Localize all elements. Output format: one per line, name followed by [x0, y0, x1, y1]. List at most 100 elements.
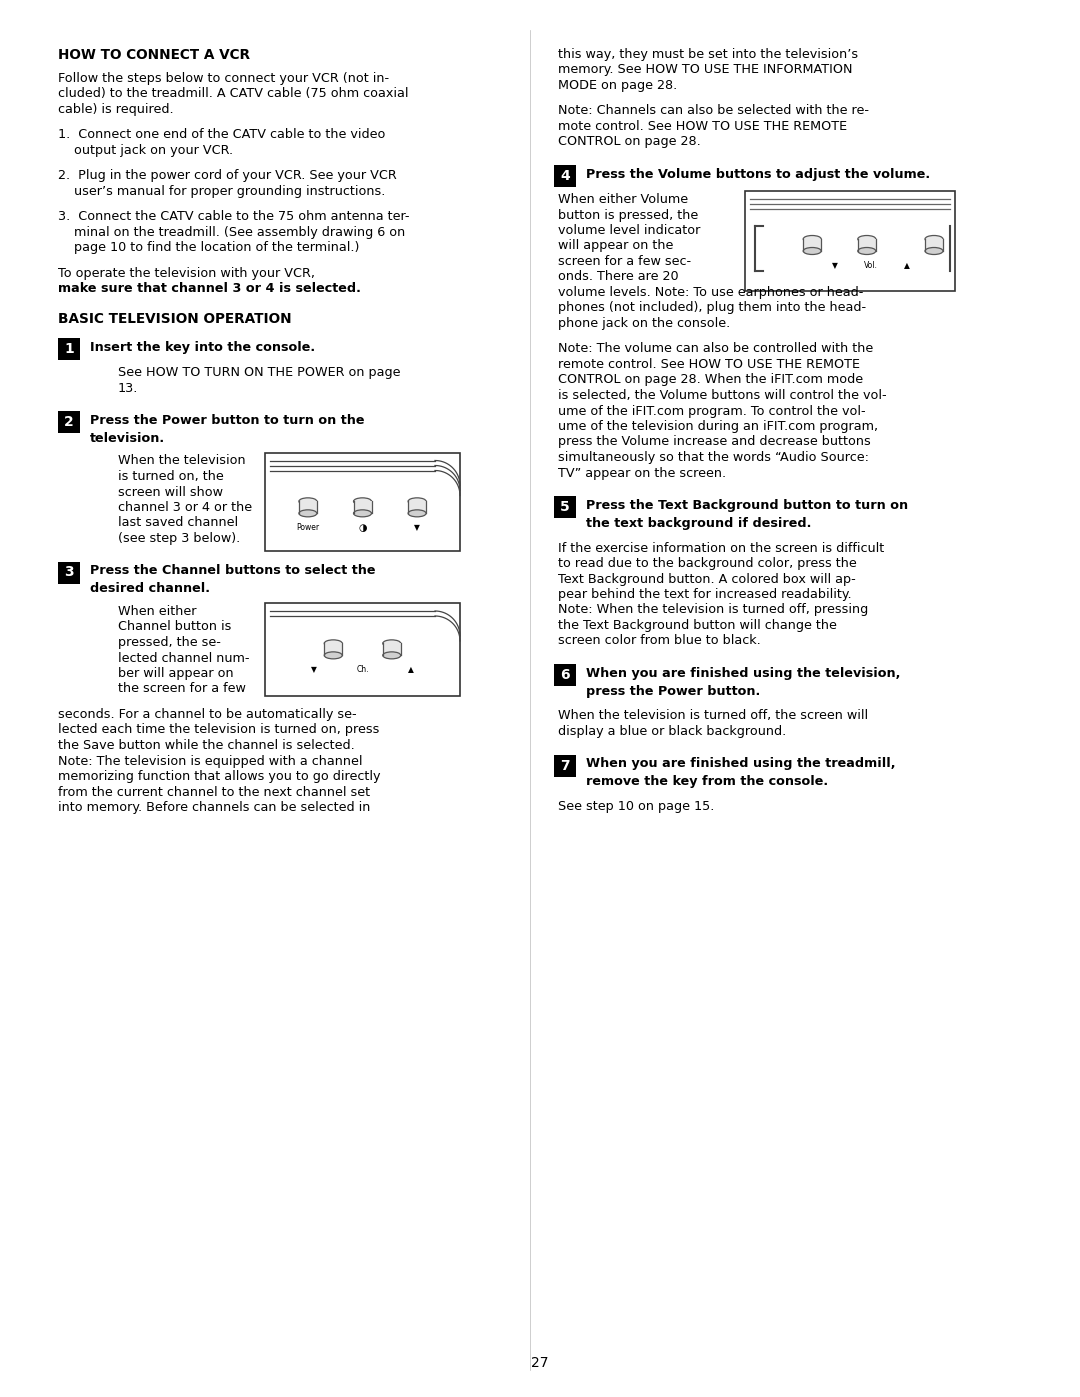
Ellipse shape — [408, 510, 427, 517]
Text: cable) is required.: cable) is required. — [58, 103, 174, 116]
Text: Press the Text Background button to turn on: Press the Text Background button to turn… — [586, 499, 908, 511]
Ellipse shape — [804, 236, 821, 243]
Ellipse shape — [324, 652, 342, 659]
Text: Vol.: Vol. — [864, 261, 878, 270]
Text: 3: 3 — [64, 566, 73, 580]
Text: pressed, the se-: pressed, the se- — [118, 636, 221, 650]
Ellipse shape — [353, 497, 372, 504]
Ellipse shape — [299, 497, 316, 504]
Text: HOW TO CONNECT A VCR: HOW TO CONNECT A VCR — [58, 47, 249, 61]
Text: button is pressed, the: button is pressed, the — [558, 208, 699, 222]
Text: desired channel.: desired channel. — [90, 583, 210, 595]
Bar — [58, 411, 80, 433]
Text: seconds. For a channel to be automatically se-: seconds. For a channel to be automatical… — [58, 708, 356, 721]
Text: ume of the iFIT.com program. To control the vol-: ume of the iFIT.com program. To control … — [558, 405, 866, 418]
Text: will appear on the: will appear on the — [558, 239, 673, 253]
Text: 2: 2 — [64, 415, 73, 429]
Text: screen will show: screen will show — [118, 486, 222, 499]
Text: ▼: ▼ — [414, 524, 420, 532]
Bar — [554, 496, 576, 518]
Text: ume of the television during an iFIT.com program,: ume of the television during an iFIT.com… — [558, 420, 878, 433]
Bar — [265, 604, 460, 696]
Text: memorizing function that allows you to go directly: memorizing function that allows you to g… — [58, 770, 380, 782]
Bar — [324, 644, 342, 655]
Text: 6: 6 — [561, 668, 570, 682]
Text: simultaneously so that the words “Audio Source:: simultaneously so that the words “Audio … — [558, 451, 869, 464]
Text: Press the Channel buttons to select the: Press the Channel buttons to select the — [90, 564, 376, 577]
Text: Power: Power — [296, 524, 320, 532]
Text: the Text Background button will change the: the Text Background button will change t… — [558, 619, 837, 631]
Text: ▼: ▼ — [833, 261, 838, 270]
Ellipse shape — [858, 236, 876, 243]
Text: the Save button while the channel is selected.: the Save button while the channel is sel… — [58, 739, 354, 752]
Text: Follow the steps below to connect your VCR (not in-: Follow the steps below to connect your V… — [58, 73, 389, 85]
Text: output jack on your VCR.: output jack on your VCR. — [58, 144, 233, 156]
Text: phone jack on the console.: phone jack on the console. — [558, 317, 730, 330]
Text: make sure that channel 3 or 4 is selected.: make sure that channel 3 or 4 is selecte… — [58, 282, 361, 296]
Text: volume levels. Note: To use earphones or head-: volume levels. Note: To use earphones or… — [558, 286, 863, 299]
Text: CONTROL on page 28. When the iFIT.com mode: CONTROL on page 28. When the iFIT.com mo… — [558, 373, 863, 387]
Text: remove the key from the console.: remove the key from the console. — [586, 775, 828, 788]
Ellipse shape — [924, 247, 943, 254]
Text: is selected, the Volume buttons will control the vol-: is selected, the Volume buttons will con… — [558, 388, 887, 402]
Text: mote control. See HOW TO USE THE REMOTE: mote control. See HOW TO USE THE REMOTE — [558, 120, 847, 133]
Bar — [554, 754, 576, 777]
Bar — [554, 165, 576, 187]
Text: When you are finished using the treadmill,: When you are finished using the treadmil… — [586, 757, 895, 771]
Text: If the exercise information on the screen is difficult: If the exercise information on the scree… — [558, 542, 885, 555]
Text: 27: 27 — [531, 1356, 549, 1370]
Text: pear behind the text for increased readability.: pear behind the text for increased reada… — [558, 588, 852, 601]
Text: television.: television. — [90, 432, 165, 444]
Ellipse shape — [924, 236, 943, 243]
Bar — [804, 239, 821, 251]
Text: 7: 7 — [561, 759, 570, 773]
Text: Text Background button. A colored box will ap-: Text Background button. A colored box wi… — [558, 573, 855, 585]
Text: remote control. See HOW TO USE THE REMOTE: remote control. See HOW TO USE THE REMOT… — [558, 358, 860, 372]
Text: last saved channel: last saved channel — [118, 517, 238, 529]
Text: into memory. Before channels can be selected in: into memory. Before channels can be sele… — [58, 800, 370, 814]
Text: Channel button is: Channel button is — [118, 620, 231, 633]
Text: ▼: ▼ — [311, 665, 316, 675]
Text: ◑: ◑ — [359, 524, 367, 534]
Bar — [858, 239, 876, 251]
Text: display a blue or black background.: display a blue or black background. — [558, 725, 786, 738]
Text: Note: The television is equipped with a channel: Note: The television is equipped with a … — [58, 754, 363, 767]
Bar — [408, 502, 427, 513]
Bar — [58, 338, 80, 360]
Text: When you are finished using the television,: When you are finished using the televisi… — [586, 666, 901, 680]
Text: Note: The volume can also be controlled with the: Note: The volume can also be controlled … — [558, 342, 874, 355]
Bar — [353, 502, 372, 513]
Text: from the current channel to the next channel set: from the current channel to the next cha… — [58, 785, 370, 799]
Text: Note: Channels can also be selected with the re-: Note: Channels can also be selected with… — [558, 105, 869, 117]
Ellipse shape — [353, 510, 372, 517]
Text: When either: When either — [118, 605, 197, 617]
Text: To operate the television with your VCR,: To operate the television with your VCR, — [58, 267, 319, 279]
Text: 1: 1 — [64, 342, 73, 356]
Text: the screen for a few: the screen for a few — [118, 683, 246, 696]
Text: page 10 to find the location of the terminal.): page 10 to find the location of the term… — [58, 242, 360, 254]
Text: ber will appear on: ber will appear on — [118, 666, 233, 680]
Text: Press the Volume buttons to adjust the volume.: Press the Volume buttons to adjust the v… — [586, 168, 930, 182]
Text: screen color from blue to black.: screen color from blue to black. — [558, 634, 760, 647]
Text: user’s manual for proper grounding instructions.: user’s manual for proper grounding instr… — [58, 184, 386, 198]
Text: When either Volume: When either Volume — [558, 193, 688, 205]
Text: See HOW TO TURN ON THE POWER on page: See HOW TO TURN ON THE POWER on page — [118, 366, 401, 379]
Text: MODE on page 28.: MODE on page 28. — [558, 80, 677, 92]
Text: BASIC TELEVISION OPERATION: BASIC TELEVISION OPERATION — [58, 312, 292, 326]
Text: onds. There are 20: onds. There are 20 — [558, 271, 678, 284]
Text: Press the Power button to turn on the: Press the Power button to turn on the — [90, 414, 365, 427]
Bar — [299, 502, 316, 513]
Text: ▲: ▲ — [904, 261, 909, 270]
Text: phones (not included), plug them into the head-: phones (not included), plug them into th… — [558, 302, 866, 314]
Text: volume level indicator: volume level indicator — [558, 224, 700, 237]
Text: channel 3 or 4 or the: channel 3 or 4 or the — [118, 502, 252, 514]
Bar — [745, 191, 955, 291]
Text: is turned on, the: is turned on, the — [118, 469, 224, 483]
Text: When the television: When the television — [118, 454, 245, 468]
Text: CONTROL on page 28.: CONTROL on page 28. — [558, 136, 701, 148]
Text: press the Power button.: press the Power button. — [586, 685, 760, 697]
Text: lected each time the television is turned on, press: lected each time the television is turne… — [58, 724, 379, 736]
Text: 4: 4 — [561, 169, 570, 183]
Text: ▲: ▲ — [408, 665, 415, 675]
Text: cluded) to the treadmill. A CATV cable (75 ohm coaxial: cluded) to the treadmill. A CATV cable (… — [58, 88, 408, 101]
